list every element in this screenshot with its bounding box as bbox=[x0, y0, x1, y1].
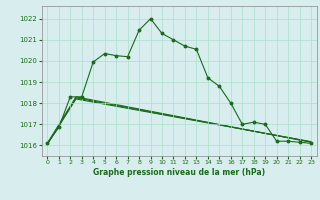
X-axis label: Graphe pression niveau de la mer (hPa): Graphe pression niveau de la mer (hPa) bbox=[93, 168, 265, 177]
